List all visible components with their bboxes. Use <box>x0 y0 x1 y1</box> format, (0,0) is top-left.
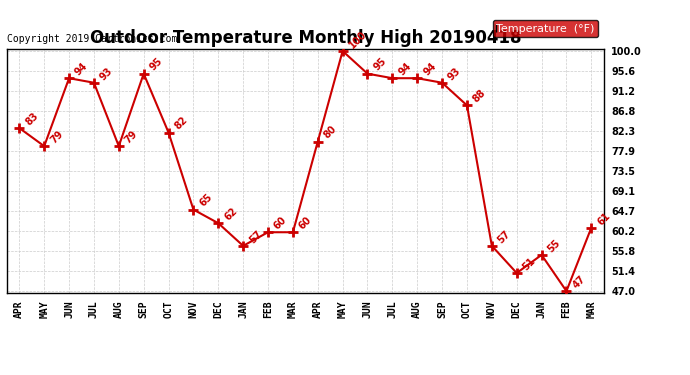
Title: Outdoor Temperature Monthly High 20190418: Outdoor Temperature Monthly High 2019041… <box>90 29 521 47</box>
Text: 65: 65 <box>197 192 214 209</box>
Text: 57: 57 <box>496 228 513 245</box>
Text: 88: 88 <box>471 88 488 105</box>
Text: 60: 60 <box>297 215 314 231</box>
Text: 80: 80 <box>322 124 339 141</box>
Text: 61: 61 <box>595 210 612 227</box>
Text: 55: 55 <box>546 237 562 254</box>
Text: 100: 100 <box>347 29 368 50</box>
Text: Copyright 2019 Cartronics.com: Copyright 2019 Cartronics.com <box>7 34 177 44</box>
Text: 60: 60 <box>272 215 289 231</box>
Text: 47: 47 <box>571 274 587 290</box>
Text: 79: 79 <box>48 129 65 146</box>
Text: 93: 93 <box>98 65 115 82</box>
Text: 94: 94 <box>397 61 413 77</box>
Text: 83: 83 <box>23 111 40 127</box>
Text: 57: 57 <box>247 228 264 245</box>
Text: 95: 95 <box>148 56 164 73</box>
Text: 82: 82 <box>172 115 190 132</box>
Text: 51: 51 <box>521 256 538 272</box>
Text: 94: 94 <box>73 61 90 77</box>
Text: 94: 94 <box>422 61 438 77</box>
Text: 79: 79 <box>123 129 139 146</box>
Text: 62: 62 <box>222 206 239 222</box>
Text: 95: 95 <box>372 56 388 73</box>
Legend: Temperature  (°F): Temperature (°F) <box>493 20 598 37</box>
Text: 93: 93 <box>446 65 463 82</box>
